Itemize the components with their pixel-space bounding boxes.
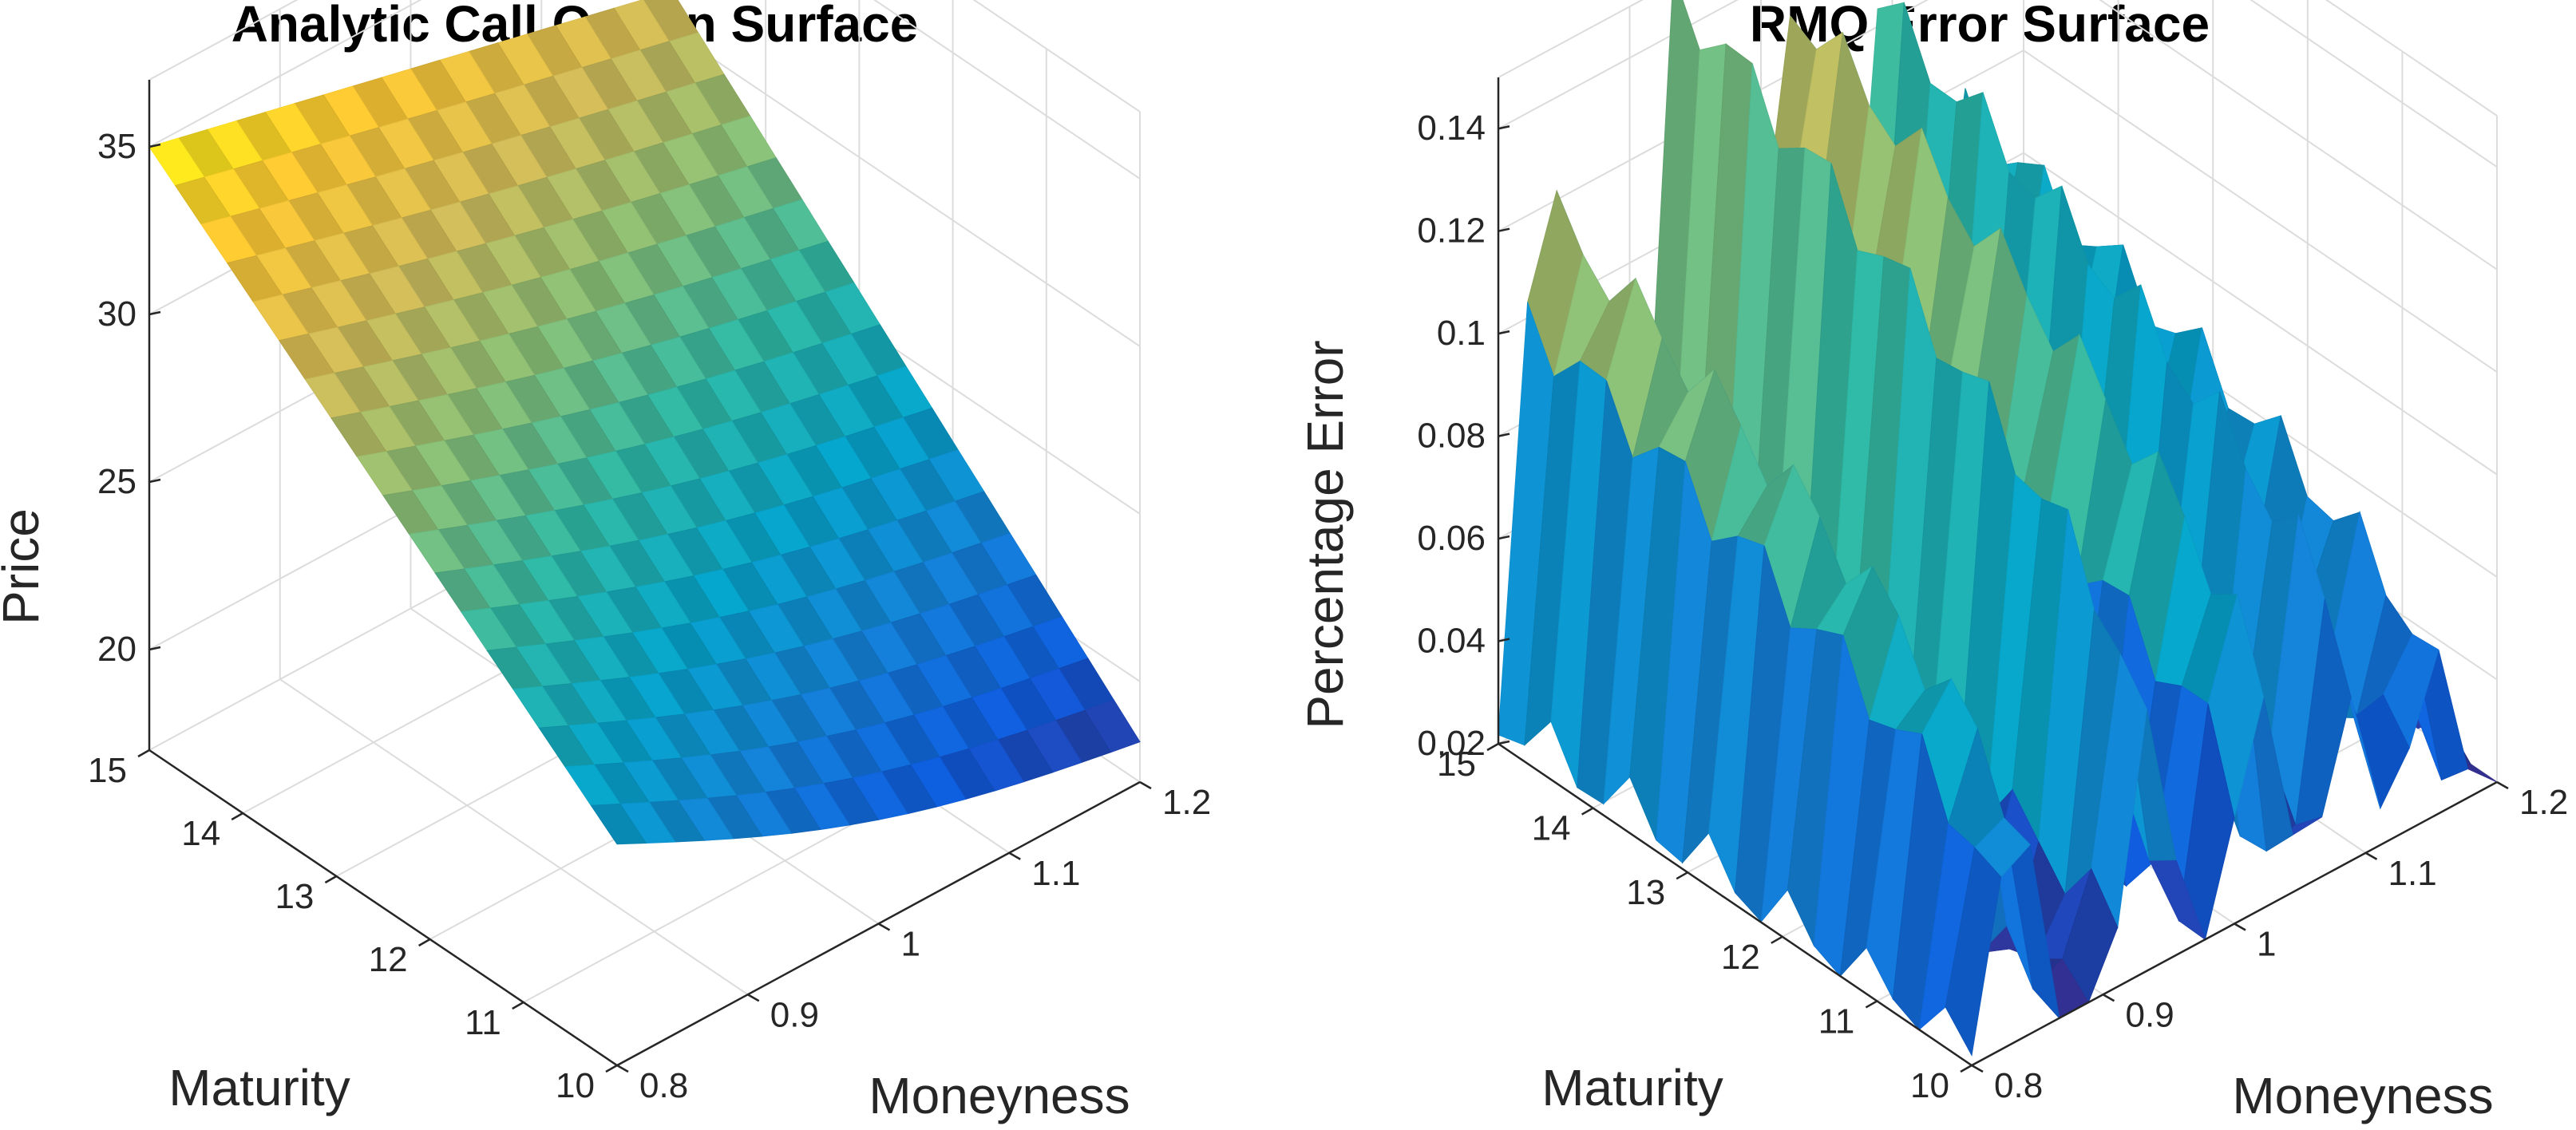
z-tick-label: 0.12 [1417, 211, 1486, 251]
maturity-tick-mark [1960, 1064, 1973, 1073]
moneyness-tick-label: 0.9 [770, 995, 819, 1034]
z-axis-ticks: 0.02 0.04 0.06 0.08 0.1 0.12 0.14 [1417, 109, 1510, 763]
moneyness-tick-mark [2234, 923, 2246, 931]
moneyness-tick-label: 1.2 [2519, 783, 2568, 822]
z-tick-label: 25 [97, 462, 137, 501]
maturity-tick-mark [1676, 871, 1688, 880]
maturity-tick-label: 15 [88, 751, 127, 790]
moneyness-tick-mark [1139, 780, 1152, 790]
moneyness-axis-label: Moneyness [869, 1067, 1130, 1124]
moneyness-axis-label: Moneyness [2232, 1067, 2493, 1124]
maturity-tick-mark [605, 1064, 618, 1073]
maturity-tick-mark [231, 812, 243, 821]
z-tick-label: 0.1 [1437, 314, 1486, 353]
maturity-tick-mark [1865, 1000, 1878, 1009]
maturity-tick-label: 10 [556, 1066, 595, 1105]
moneyness-axis-ticks: 0.8 0.9 1 1.1 1.2 [1971, 780, 2568, 1105]
moneyness-tick-label: 0.8 [639, 1066, 688, 1105]
maturity-tick-label: 12 [1721, 938, 1760, 977]
surface-patch [590, 803, 647, 845]
moneyness-tick-label: 1 [901, 925, 920, 964]
z-axis-label: Price [0, 508, 49, 625]
moneyness-axis-ticks: 0.8 0.9 1 1.1 1.2 [616, 780, 1211, 1105]
maturity-tick-label: 11 [465, 1003, 501, 1042]
z-tick-label: 0.14 [1417, 109, 1486, 148]
moneyness-tick-label: 0.9 [2126, 995, 2174, 1034]
z-axis-ticks: 20 25 30 35 [97, 127, 161, 669]
moneyness-tick-mark [2496, 780, 2509, 790]
z-tick-mark [1498, 227, 1510, 232]
maturity-axis-label: Maturity [1541, 1059, 1723, 1116]
moneyness-tick-label: 1 [2257, 925, 2276, 964]
wall-gridline [148, 0, 1141, 113]
maturity-tick-label: 12 [369, 940, 408, 979]
moneyness-tick-mark [2364, 851, 2378, 860]
z-axis-label: Percentage Error [1296, 340, 1354, 729]
maturity-axis-ticks: 10 11 12 13 14 15 [88, 749, 618, 1105]
z-tick-label: 0.08 [1417, 417, 1486, 456]
moneyness-tick-label: 1.2 [1162, 783, 1211, 822]
error-surface [1498, 0, 2498, 1057]
maturity-tick-label: 13 [275, 877, 314, 916]
maturity-tick-mark [1581, 807, 1594, 816]
z-tick-mark [1498, 740, 1510, 745]
wall-gridline [1498, 0, 2498, 117]
moneyness-tick-label: 0.8 [1994, 1066, 2043, 1105]
chart-title: RMQ Error Surface [1750, 0, 2210, 53]
z-tick-label: 0.02 [1417, 724, 1486, 763]
price-surface [148, 0, 1141, 845]
moneyness-tick-mark [747, 994, 760, 1002]
surface-patch [1945, 847, 2002, 1057]
z-tick-mark [1498, 330, 1510, 335]
maturity-tick-label: 15 [1437, 745, 1476, 784]
z-tick-mark [1498, 125, 1510, 130]
maturity-tick-mark [324, 875, 338, 884]
error-surface-chart: RMQ Error Surface 0.02 0.04 0.06 0.08 0.1 0.1… [1296, 0, 2568, 1124]
moneyness-tick-mark [877, 923, 891, 931]
moneyness-tick-mark [1008, 851, 1021, 860]
maturity-tick-mark [1771, 935, 1783, 944]
moneyness-tick-mark [1971, 1064, 1984, 1073]
z-tick-mark [148, 143, 161, 148]
z-tick-mark [1498, 433, 1510, 437]
z-tick-label: 35 [97, 127, 137, 166]
maturity-tick-mark [1486, 742, 1499, 752]
z-tick-mark [148, 646, 161, 651]
z-tick-label: 0.04 [1417, 622, 1486, 661]
maturity-tick-label: 10 [1910, 1066, 1949, 1105]
maturity-tick-label: 11 [1818, 1002, 1855, 1041]
maturity-axis-label: Maturity [168, 1059, 350, 1116]
moneyness-tick-mark [616, 1064, 629, 1073]
z-tick-mark [148, 478, 161, 484]
z-tick-label: 30 [97, 294, 137, 334]
z-tick-mark [1498, 535, 1510, 540]
maturity-axis-ticks: 10 11 12 13 14 15 [1437, 742, 1973, 1105]
maturity-tick-mark [137, 749, 150, 758]
maturity-tick-label: 13 [1626, 873, 1665, 912]
z-tick-mark [148, 310, 161, 316]
maturity-tick-mark [417, 938, 431, 947]
wall-gridline [148, 0, 1141, 180]
z-tick-label: 0.06 [1417, 519, 1486, 558]
maturity-tick-mark [512, 1001, 524, 1010]
moneyness-tick-label: 1.1 [2388, 854, 2437, 893]
floor-gridline [279, 678, 749, 996]
maturity-tick-label: 14 [1532, 809, 1571, 848]
z-tick-label: 20 [97, 630, 137, 669]
moneyness-tick-label: 1.1 [1031, 854, 1080, 893]
z-tick-mark [1498, 638, 1510, 642]
moneyness-tick-mark [2102, 994, 2115, 1002]
maturity-tick-label: 14 [181, 814, 220, 853]
